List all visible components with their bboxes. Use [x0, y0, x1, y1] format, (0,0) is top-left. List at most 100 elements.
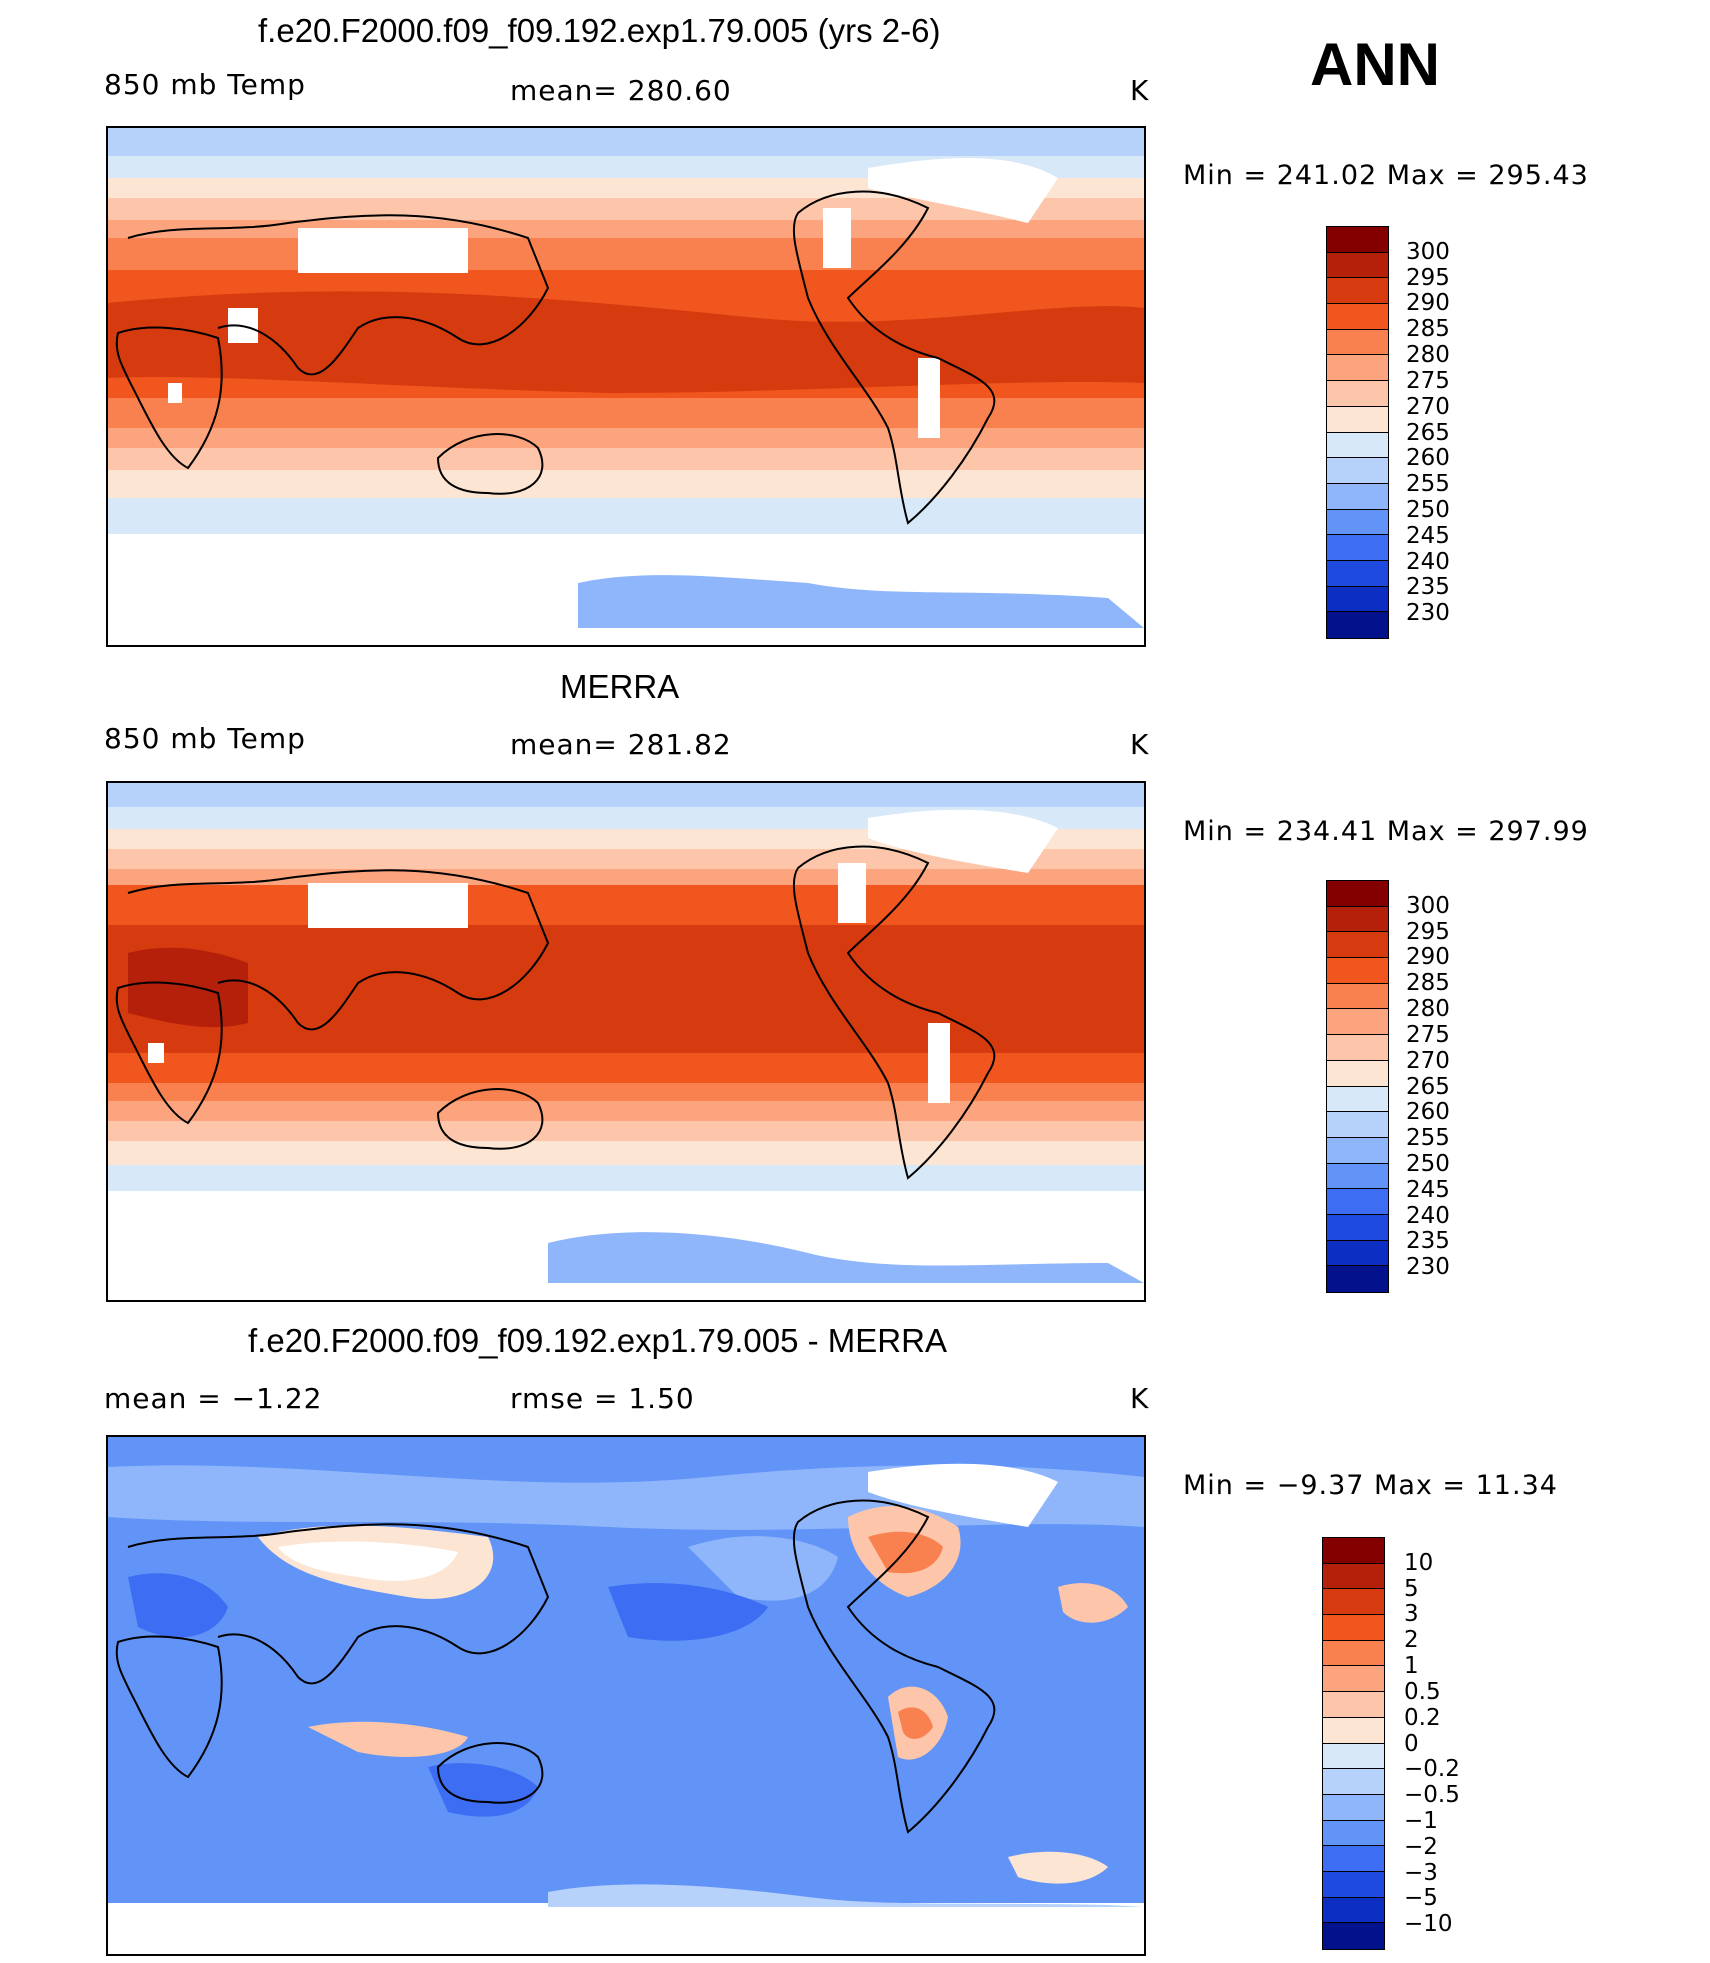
panel-1-mean-label: mean= 280.60: [510, 74, 732, 107]
colorbar-tick-label: 0: [1404, 1730, 1419, 1757]
panel-2-map-field: [108, 783, 1144, 1300]
colorbar-swatch: [1327, 881, 1388, 907]
panel-3-units-label: K: [1130, 1382, 1150, 1415]
colorbar-tick-label: 235: [1406, 574, 1450, 601]
colorbar-swatch: [1323, 1717, 1384, 1744]
panel-1-units-label: K: [1130, 74, 1150, 107]
panel-2-variable-label: 850 mb Temp: [104, 722, 306, 755]
panel-1-map: [106, 126, 1146, 647]
colorbar-tick-label: 265: [1406, 419, 1450, 446]
colorbar-swatch: [1323, 1846, 1384, 1872]
colorbar-swatch: [1327, 535, 1388, 561]
colorbar-tick-label: 275: [1406, 367, 1450, 394]
panel-2-colorbar: [1326, 880, 1389, 1293]
colorbar-swatch: [1323, 1897, 1384, 1924]
colorbar-swatch: [1327, 381, 1388, 407]
panel-1-minmax: Min = 241.02 Max = 295.43: [1183, 160, 1589, 191]
colorbar-tick-label: 300: [1406, 238, 1450, 265]
colorbar-swatch: [1327, 1009, 1388, 1036]
colorbar-swatch: [1323, 1769, 1384, 1795]
panel-3-map-field: [108, 1437, 1144, 1954]
colorbar-tick-label: 265: [1406, 1073, 1450, 1100]
colorbar-tick-label: 3: [1404, 1601, 1419, 1628]
colorbar-tick-label: −2: [1404, 1833, 1438, 1860]
colorbar-swatch: [1327, 1214, 1388, 1241]
colorbar-tick-label: −5: [1404, 1885, 1438, 1912]
colorbar-swatch: [1327, 406, 1388, 433]
colorbar-tick-label: 295: [1406, 264, 1450, 291]
colorbar-tick-label: 240: [1406, 1202, 1450, 1229]
colorbar-tick-label: 2: [1404, 1627, 1419, 1654]
colorbar-swatch: [1323, 1615, 1384, 1641]
colorbar-swatch: [1327, 483, 1388, 510]
panel-3-title: f.e20.F2000.f09_f09.192.exp1.79.005 - ME…: [248, 1322, 947, 1359]
colorbar-swatch: [1327, 932, 1388, 959]
colorbar-swatch: [1327, 355, 1388, 382]
colorbar-swatch: [1327, 304, 1388, 330]
panel-3-mean-label: mean = −1.22: [104, 1382, 323, 1415]
colorbar-swatch: [1327, 560, 1388, 587]
colorbar-tick-label: 255: [1406, 1125, 1450, 1152]
colorbar-swatch: [1327, 227, 1388, 253]
panel-1-title: f.e20.F2000.f09_f09.192.exp1.79.005 (yrs…: [258, 12, 941, 49]
panel-1-variable-label: 850 mb Temp: [104, 68, 306, 101]
colorbar-swatch: [1323, 1923, 1384, 1949]
colorbar-swatch: [1327, 1060, 1388, 1087]
colorbar-swatch: [1327, 612, 1388, 638]
colorbar-swatch: [1323, 1563, 1384, 1590]
panel-3-colorbar: [1322, 1537, 1385, 1950]
colorbar-tick-label: 255: [1406, 471, 1450, 498]
colorbar-tick-label: 260: [1406, 1099, 1450, 1126]
colorbar-swatch: [1327, 458, 1388, 484]
colorbar-tick-label: 260: [1406, 445, 1450, 472]
colorbar-swatch: [1327, 1112, 1388, 1138]
colorbar-tick-label: 295: [1406, 918, 1450, 945]
colorbar-swatch: [1323, 1794, 1384, 1821]
colorbar-swatch: [1327, 1240, 1388, 1267]
colorbar-swatch: [1323, 1743, 1384, 1770]
colorbar-tick-label: −3: [1404, 1859, 1438, 1886]
panel-3-rmse-label: rmse = 1.50: [510, 1382, 695, 1415]
colorbar-tick-label: 270: [1406, 1047, 1450, 1074]
colorbar-tick-label: 230: [1406, 600, 1450, 627]
colorbar-tick-label: 270: [1406, 393, 1450, 420]
panel-2-mean-label: mean= 281.82: [510, 728, 732, 761]
colorbar-tick-label: 10: [1404, 1549, 1434, 1576]
panel-2-units-label: K: [1130, 728, 1150, 761]
colorbar-tick-label: −0.2: [1404, 1756, 1460, 1783]
colorbar-tick-label: 250: [1406, 496, 1450, 523]
colorbar-swatch: [1327, 906, 1388, 933]
panel-2-title: MERRA: [560, 668, 680, 705]
panel-1-map-field: [108, 128, 1144, 645]
colorbar-swatch: [1323, 1666, 1384, 1693]
colorbar-swatch: [1323, 1820, 1384, 1847]
colorbar-swatch: [1327, 586, 1388, 613]
colorbar-tick-label: 290: [1406, 944, 1450, 971]
colorbar-tick-label: 5: [1404, 1575, 1419, 1602]
season-label: ANN: [1310, 31, 1440, 98]
colorbar-tick-label: 230: [1406, 1254, 1450, 1281]
colorbar-tick-label: 240: [1406, 548, 1450, 575]
colorbar-swatch: [1327, 958, 1388, 984]
colorbar-tick-label: 0.2: [1404, 1704, 1441, 1731]
panel-2-map: [106, 781, 1146, 1302]
colorbar-tick-label: 275: [1406, 1021, 1450, 1048]
colorbar-swatch: [1323, 1589, 1384, 1616]
colorbar-tick-label: 245: [1406, 522, 1450, 549]
colorbar-tick-label: 285: [1406, 316, 1450, 343]
colorbar-swatch: [1327, 1189, 1388, 1215]
colorbar-swatch: [1323, 1871, 1384, 1898]
colorbar-tick-label: 235: [1406, 1228, 1450, 1255]
colorbar-swatch: [1327, 432, 1388, 459]
colorbar-swatch: [1323, 1692, 1384, 1718]
colorbar-tick-label: 285: [1406, 970, 1450, 997]
colorbar-tick-label: 245: [1406, 1176, 1450, 1203]
colorbar-swatch: [1327, 1137, 1388, 1164]
panel-1-colorbar: [1326, 226, 1389, 639]
colorbar-tick-label: −1: [1404, 1807, 1438, 1834]
colorbar-tick-label: 300: [1406, 892, 1450, 919]
colorbar-tick-label: 250: [1406, 1150, 1450, 1177]
colorbar-swatch: [1327, 329, 1388, 356]
colorbar-swatch: [1327, 1163, 1388, 1190]
colorbar-tick-label: 280: [1406, 996, 1450, 1023]
